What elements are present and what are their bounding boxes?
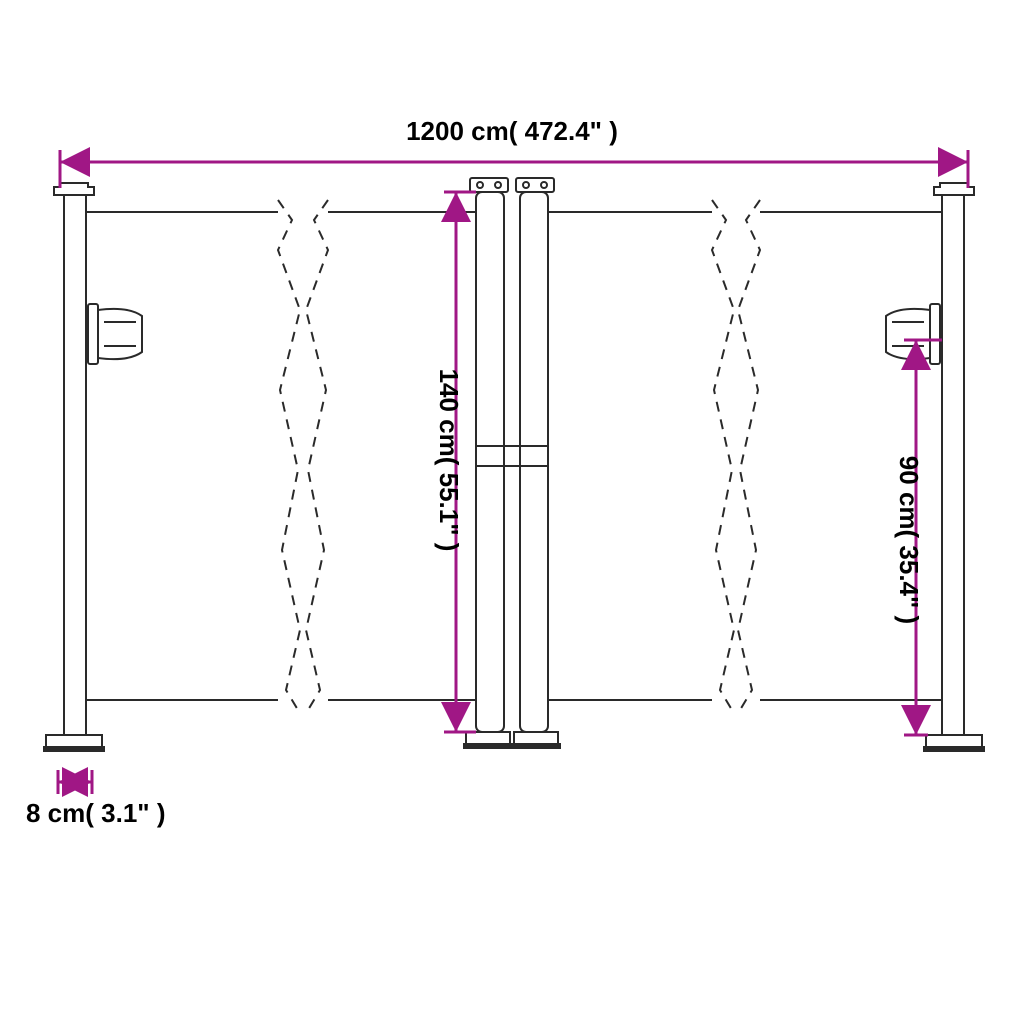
label-height-90: 90 cm( 35.4" ): [894, 456, 924, 624]
label-height-140: 140 cm( 55.1" ): [434, 369, 464, 552]
dim-total-width: [60, 150, 968, 188]
left-handle: [88, 304, 142, 364]
label-total-width: 1200 cm( 472.4" ): [406, 116, 618, 146]
right-handle: [886, 304, 940, 364]
screen-edges: [86, 200, 942, 710]
left-post: [44, 183, 142, 751]
center-housing: [464, 178, 560, 748]
dimension-lines: [58, 150, 968, 794]
dimension-diagram: 1200 cm( 472.4" ) 140 cm( 55.1" ) 90 cm(…: [0, 0, 1024, 1024]
label-base-8: 8 cm( 3.1" ): [26, 798, 166, 828]
product-outline: [44, 178, 984, 751]
dim-base-8: [58, 770, 92, 794]
